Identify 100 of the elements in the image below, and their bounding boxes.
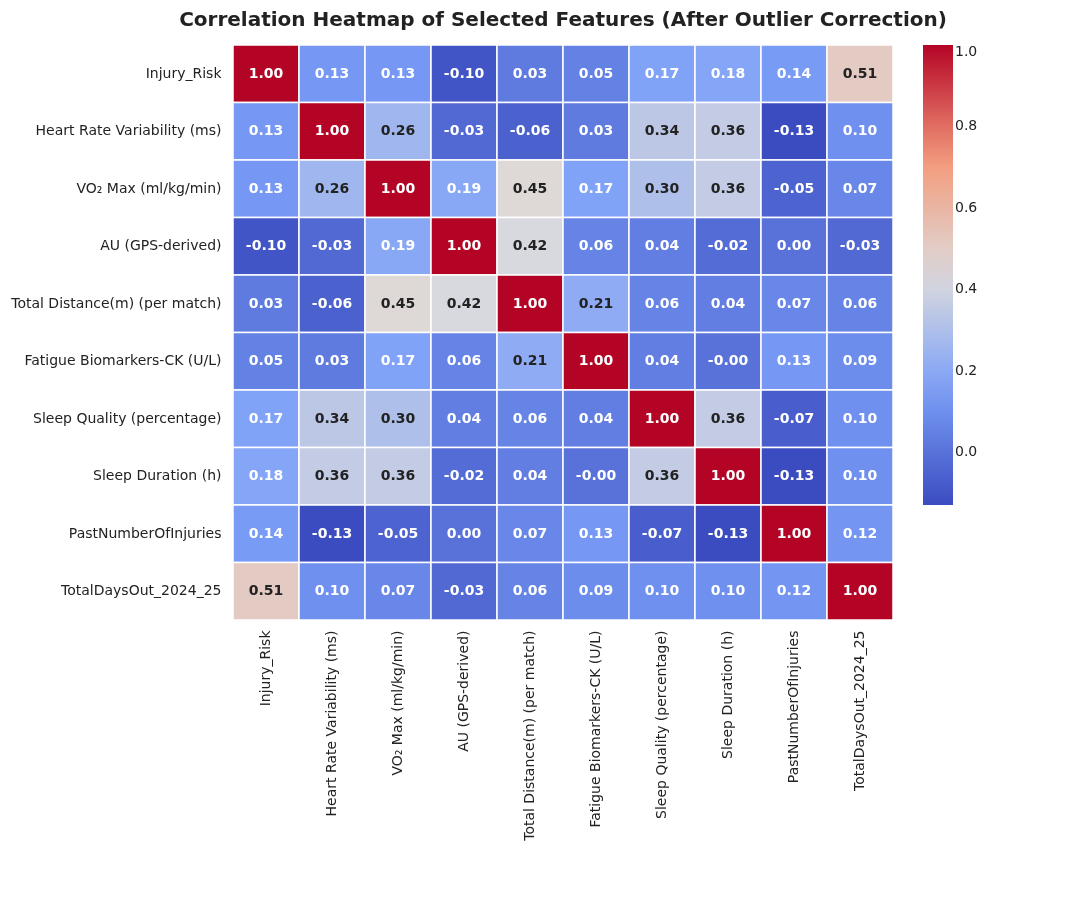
x-tick-label: Fatigue Biomarkers-CK (U/L): [587, 630, 603, 828]
data-label: -0.06: [509, 122, 551, 139]
data-label: -0.13: [773, 122, 815, 139]
data-label: 0.10: [710, 582, 746, 599]
x-tick-label: Sleep Duration (h): [719, 630, 735, 759]
data-label: 0.04: [710, 294, 746, 311]
data-label: 0.04: [644, 352, 680, 369]
data-label: -0.05: [377, 524, 419, 541]
data-label: 0.42: [446, 294, 482, 311]
x-tick-label: Sleep Quality (percentage): [653, 630, 669, 819]
data-label: 0.12: [776, 582, 812, 599]
data-label: 0.30: [380, 409, 416, 426]
data-label: -0.13: [311, 524, 353, 541]
data-label: 0.34: [314, 409, 350, 426]
data-label: 0.19: [380, 237, 416, 254]
data-label: -0.00: [707, 352, 749, 369]
data-label: 0.06: [512, 582, 548, 599]
data-label: 0.10: [842, 409, 878, 426]
data-label: 0.10: [842, 122, 878, 139]
data-label: 0.06: [578, 237, 614, 254]
data-label: -0.03: [839, 237, 881, 254]
data-label: -0.07: [773, 409, 815, 426]
color-bar-label: 0.4: [955, 280, 978, 297]
data-label: 0.13: [776, 352, 812, 369]
data-label: -0.07: [641, 524, 683, 541]
data-label: 0.10: [644, 582, 680, 599]
data-label: 0.04: [512, 467, 548, 484]
data-label: 1.00: [644, 409, 680, 426]
data-label: 0.09: [842, 352, 878, 369]
data-label: -0.05: [773, 179, 815, 196]
data-label: 0.07: [380, 582, 416, 599]
data-label: 0.13: [248, 122, 284, 139]
data-label: -0.06: [311, 294, 353, 311]
data-label: 0.21: [578, 294, 614, 311]
data-label: 0.17: [248, 409, 284, 426]
data-label: 0.05: [578, 64, 614, 81]
data-label: 0.42: [512, 237, 548, 254]
data-label: 0.18: [248, 467, 284, 484]
data-label: 0.36: [710, 179, 746, 196]
x-tick-label: TotalDaysOut_2024_25: [851, 630, 867, 792]
data-label: 0.09: [578, 582, 614, 599]
data-label: -0.13: [707, 524, 749, 541]
data-label: 0.04: [644, 237, 680, 254]
data-label: 0.51: [842, 64, 878, 81]
y-tick-label: Heart Rate Variability (ms): [35, 122, 222, 139]
data-label: 1.00: [446, 237, 482, 254]
data-label: -0.02: [443, 467, 485, 484]
data-label: 0.00: [776, 237, 812, 254]
x-tick-label: Heart Rate Variability (ms): [323, 630, 339, 817]
data-label: 0.17: [380, 352, 416, 369]
data-label: -0.03: [311, 237, 353, 254]
data-label: -0.02: [707, 237, 749, 254]
data-label: 0.36: [710, 122, 746, 139]
data-label: 0.12: [842, 524, 878, 541]
data-label: -0.10: [443, 64, 485, 81]
x-tick-label: AU (GPS-derived): [455, 630, 471, 752]
data-label: 0.14: [776, 64, 812, 81]
data-label: 0.45: [380, 294, 416, 311]
data-label: 0.36: [314, 467, 350, 484]
data-label: 1.00: [248, 64, 284, 81]
data-label: 0.36: [644, 467, 680, 484]
x-tick-label: Injury_Risk: [257, 629, 273, 707]
data-label: 0.07: [776, 294, 812, 311]
y-tick-label: Sleep Duration (h): [93, 467, 222, 484]
data-label: 1.00: [578, 352, 614, 369]
data-label: 0.10: [842, 467, 878, 484]
data-label: 0.19: [446, 179, 482, 196]
data-label: 0.30: [644, 179, 680, 196]
data-label: 0.06: [644, 294, 680, 311]
data-label: 0.03: [578, 122, 614, 139]
y-tick-label: VO₂ Max (ml/kg/min): [76, 179, 222, 196]
y-tick-label: TotalDaysOut_2024_25: [60, 582, 222, 599]
data-label: -0.13: [773, 467, 815, 484]
data-label: 0.07: [512, 524, 548, 541]
data-label: 0.26: [380, 122, 416, 139]
x-tick-label: PastNumberOfInjuries: [785, 630, 801, 784]
x-tick-label: VO₂ Max (ml/kg/min): [389, 630, 405, 776]
data-label: 0.51: [248, 582, 284, 599]
data-label: 0.17: [578, 179, 614, 196]
y-tick-label: Total Distance(m) (per match): [10, 294, 222, 311]
data-label: 0.13: [248, 179, 284, 196]
data-label: 1.00: [314, 122, 350, 139]
data-label: 0.00: [446, 524, 482, 541]
data-label: 0.04: [446, 409, 482, 426]
data-label: 0.10: [314, 582, 350, 599]
data-label: 0.26: [314, 179, 350, 196]
data-label: 0.34: [644, 122, 680, 139]
data-label: -0.10: [245, 237, 287, 254]
x-tick-label: Total Distance(m) (per match): [521, 630, 537, 842]
data-label: 0.14: [248, 524, 284, 541]
y-tick-label: Sleep Quality (percentage): [33, 409, 222, 426]
data-label: 0.03: [248, 294, 284, 311]
chart-title: Correlation Heatmap of Selected Features (After Outlier Correction): [179, 7, 947, 32]
color-bar-label: 0.6: [955, 198, 978, 215]
color-bar-label: 1.0: [955, 43, 978, 59]
data-label: 1.00: [512, 294, 548, 311]
color-bar-label: 0.8: [955, 117, 978, 134]
data-label: 0.03: [512, 64, 548, 81]
y-tick-label: Injury_Risk: [145, 64, 223, 81]
color-bar-label: 0.2: [955, 361, 978, 378]
